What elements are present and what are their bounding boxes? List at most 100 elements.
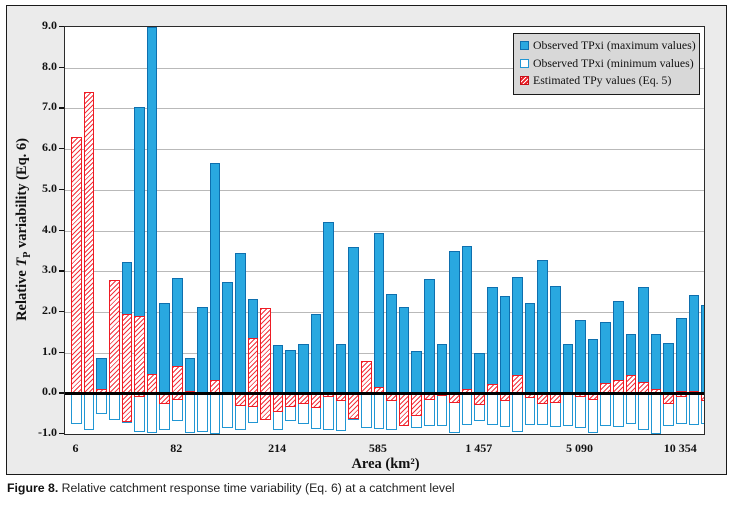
- bar-estimated-neg: [310, 393, 322, 409]
- bar-observed-min: [323, 393, 334, 430]
- bar-estimated-pos: [109, 280, 120, 394]
- bar-observed-min: [487, 393, 498, 426]
- y-tick-label: 3.0: [42, 262, 57, 277]
- bar-observed-max: [701, 305, 704, 394]
- bar-observed-max: [650, 334, 662, 394]
- bar-estimated-pos: [71, 136, 82, 394]
- bar-observed-min: [688, 393, 700, 426]
- bar-estimated-neg: [272, 393, 284, 413]
- x-tick-label: 1 457: [465, 441, 493, 455]
- bar-observed-max: [575, 320, 586, 394]
- bar-observed-max: [184, 357, 196, 394]
- bar-observed-min: [436, 393, 448, 427]
- bar-observed-max: [348, 246, 359, 394]
- bar-observed-max: [411, 350, 422, 394]
- bar-observed-max: [310, 313, 322, 394]
- bar-observed-max: [235, 252, 246, 394]
- bar-estimated-neg: [411, 393, 422, 416]
- zero-axis-line: [65, 392, 704, 395]
- bar-estimated-pos: [260, 308, 271, 394]
- gridline: [65, 352, 704, 354]
- bar-observed-max: [676, 317, 687, 394]
- bar-estimated-neg: [121, 393, 133, 422]
- bar-estimated-neg: [550, 393, 561, 404]
- bar-estimated-neg: [398, 393, 410, 427]
- x-axis-title: Area (km²): [351, 456, 420, 472]
- bar-estimated-pos: [83, 92, 95, 394]
- y-tick-mark: [59, 148, 64, 150]
- bar-observed-min: [361, 393, 372, 428]
- bar-observed-min: [562, 393, 574, 426]
- bar-observed-min: [184, 393, 196, 433]
- bar-observed-max: [398, 307, 410, 394]
- bar-estimated-neg: [474, 393, 485, 405]
- bar-observed-min: [373, 393, 385, 430]
- bar-observed-max: [424, 278, 435, 394]
- x-tick-label: 585: [368, 441, 387, 455]
- bar-observed-min: [96, 393, 107, 414]
- bar-estimated-neg: [247, 393, 259, 408]
- bar-observed-min: [625, 393, 637, 425]
- bar-observed-max: [209, 162, 221, 394]
- bar-observed-max: [222, 281, 233, 394]
- legend-label: Observed TPxi (minimum values): [533, 55, 694, 70]
- bar-observed-min: [83, 393, 95, 430]
- bar-estimated-pos: [512, 375, 523, 394]
- y-tick-label: 8.0: [42, 58, 57, 73]
- bar-observed-max: [146, 27, 158, 394]
- y-tick-label: 0.0: [42, 384, 57, 399]
- bar-estimated-pos: [146, 373, 158, 394]
- bar-estimated-neg: [348, 393, 359, 420]
- bar-observed-max: [197, 307, 208, 394]
- bar-estimated-neg: [298, 393, 309, 405]
- bar-observed-max: [449, 251, 460, 394]
- legend-label: Observed TPxi (maximum values): [533, 38, 696, 53]
- y-tick-label: 2.0: [42, 302, 57, 317]
- gridline: [65, 311, 704, 313]
- caption-text: Relative catchment response time variabi…: [58, 481, 455, 495]
- y-tick-mark: [59, 66, 64, 69]
- y-tick-mark: [59, 26, 64, 28]
- bar-estimated-pos: [121, 313, 133, 394]
- legend-item-min: Observed TPxi (minimum values): [520, 55, 694, 73]
- bar-observed-max: [298, 344, 309, 394]
- t-subscript: P: [21, 251, 33, 258]
- bar-observed-max: [323, 222, 334, 394]
- bar-estimated-pos: [247, 338, 259, 394]
- bar-observed-max: [285, 350, 296, 394]
- bar-observed-min: [676, 393, 687, 425]
- x-tick-label: 82: [170, 441, 183, 455]
- y-tick-mark: [59, 229, 64, 231]
- gridline: [65, 189, 704, 191]
- bar-estimated-neg: [537, 393, 548, 404]
- bar-estimated-pos: [134, 315, 145, 394]
- bar-observed-max: [499, 296, 511, 394]
- bar-estimated-neg: [663, 393, 674, 404]
- bar-observed-min: [134, 393, 145, 433]
- legend-item-est: Estimated TPy values (Eq. 5): [520, 72, 694, 90]
- gridline: [65, 67, 704, 69]
- bar-observed-max: [272, 344, 284, 394]
- bar-observed-max: [96, 357, 107, 394]
- y-tick-label: 1.0: [42, 343, 57, 358]
- bar-observed-max: [638, 287, 649, 394]
- figure-frame: Relative TP variability (Eq. 6) 9.0 8.0 7.…: [6, 5, 727, 475]
- bar-estimated-pos: [172, 366, 183, 394]
- bar-estimated-pos: [361, 360, 372, 394]
- y-tick-mark: [59, 351, 64, 353]
- bar-observed-min: [197, 393, 208, 432]
- y-tick-mark: [59, 270, 64, 272]
- bar-observed-max: [562, 344, 574, 394]
- bar-observed-min: [650, 393, 662, 434]
- legend-box: Observed TPxi (maximum values) Observed …: [513, 33, 700, 95]
- blue-outline-swatch-icon: [520, 58, 529, 68]
- bar-observed-max: [487, 287, 498, 394]
- bar-observed-max: [663, 342, 674, 394]
- bar-estimated-neg: [285, 393, 296, 408]
- gridline: [65, 230, 704, 232]
- x-tick-label: 10 354: [663, 441, 697, 455]
- y-tick-label: 5.0: [42, 180, 57, 195]
- x-tick-label: 5 090: [566, 441, 593, 455]
- bar-estimated-neg: [235, 393, 246, 406]
